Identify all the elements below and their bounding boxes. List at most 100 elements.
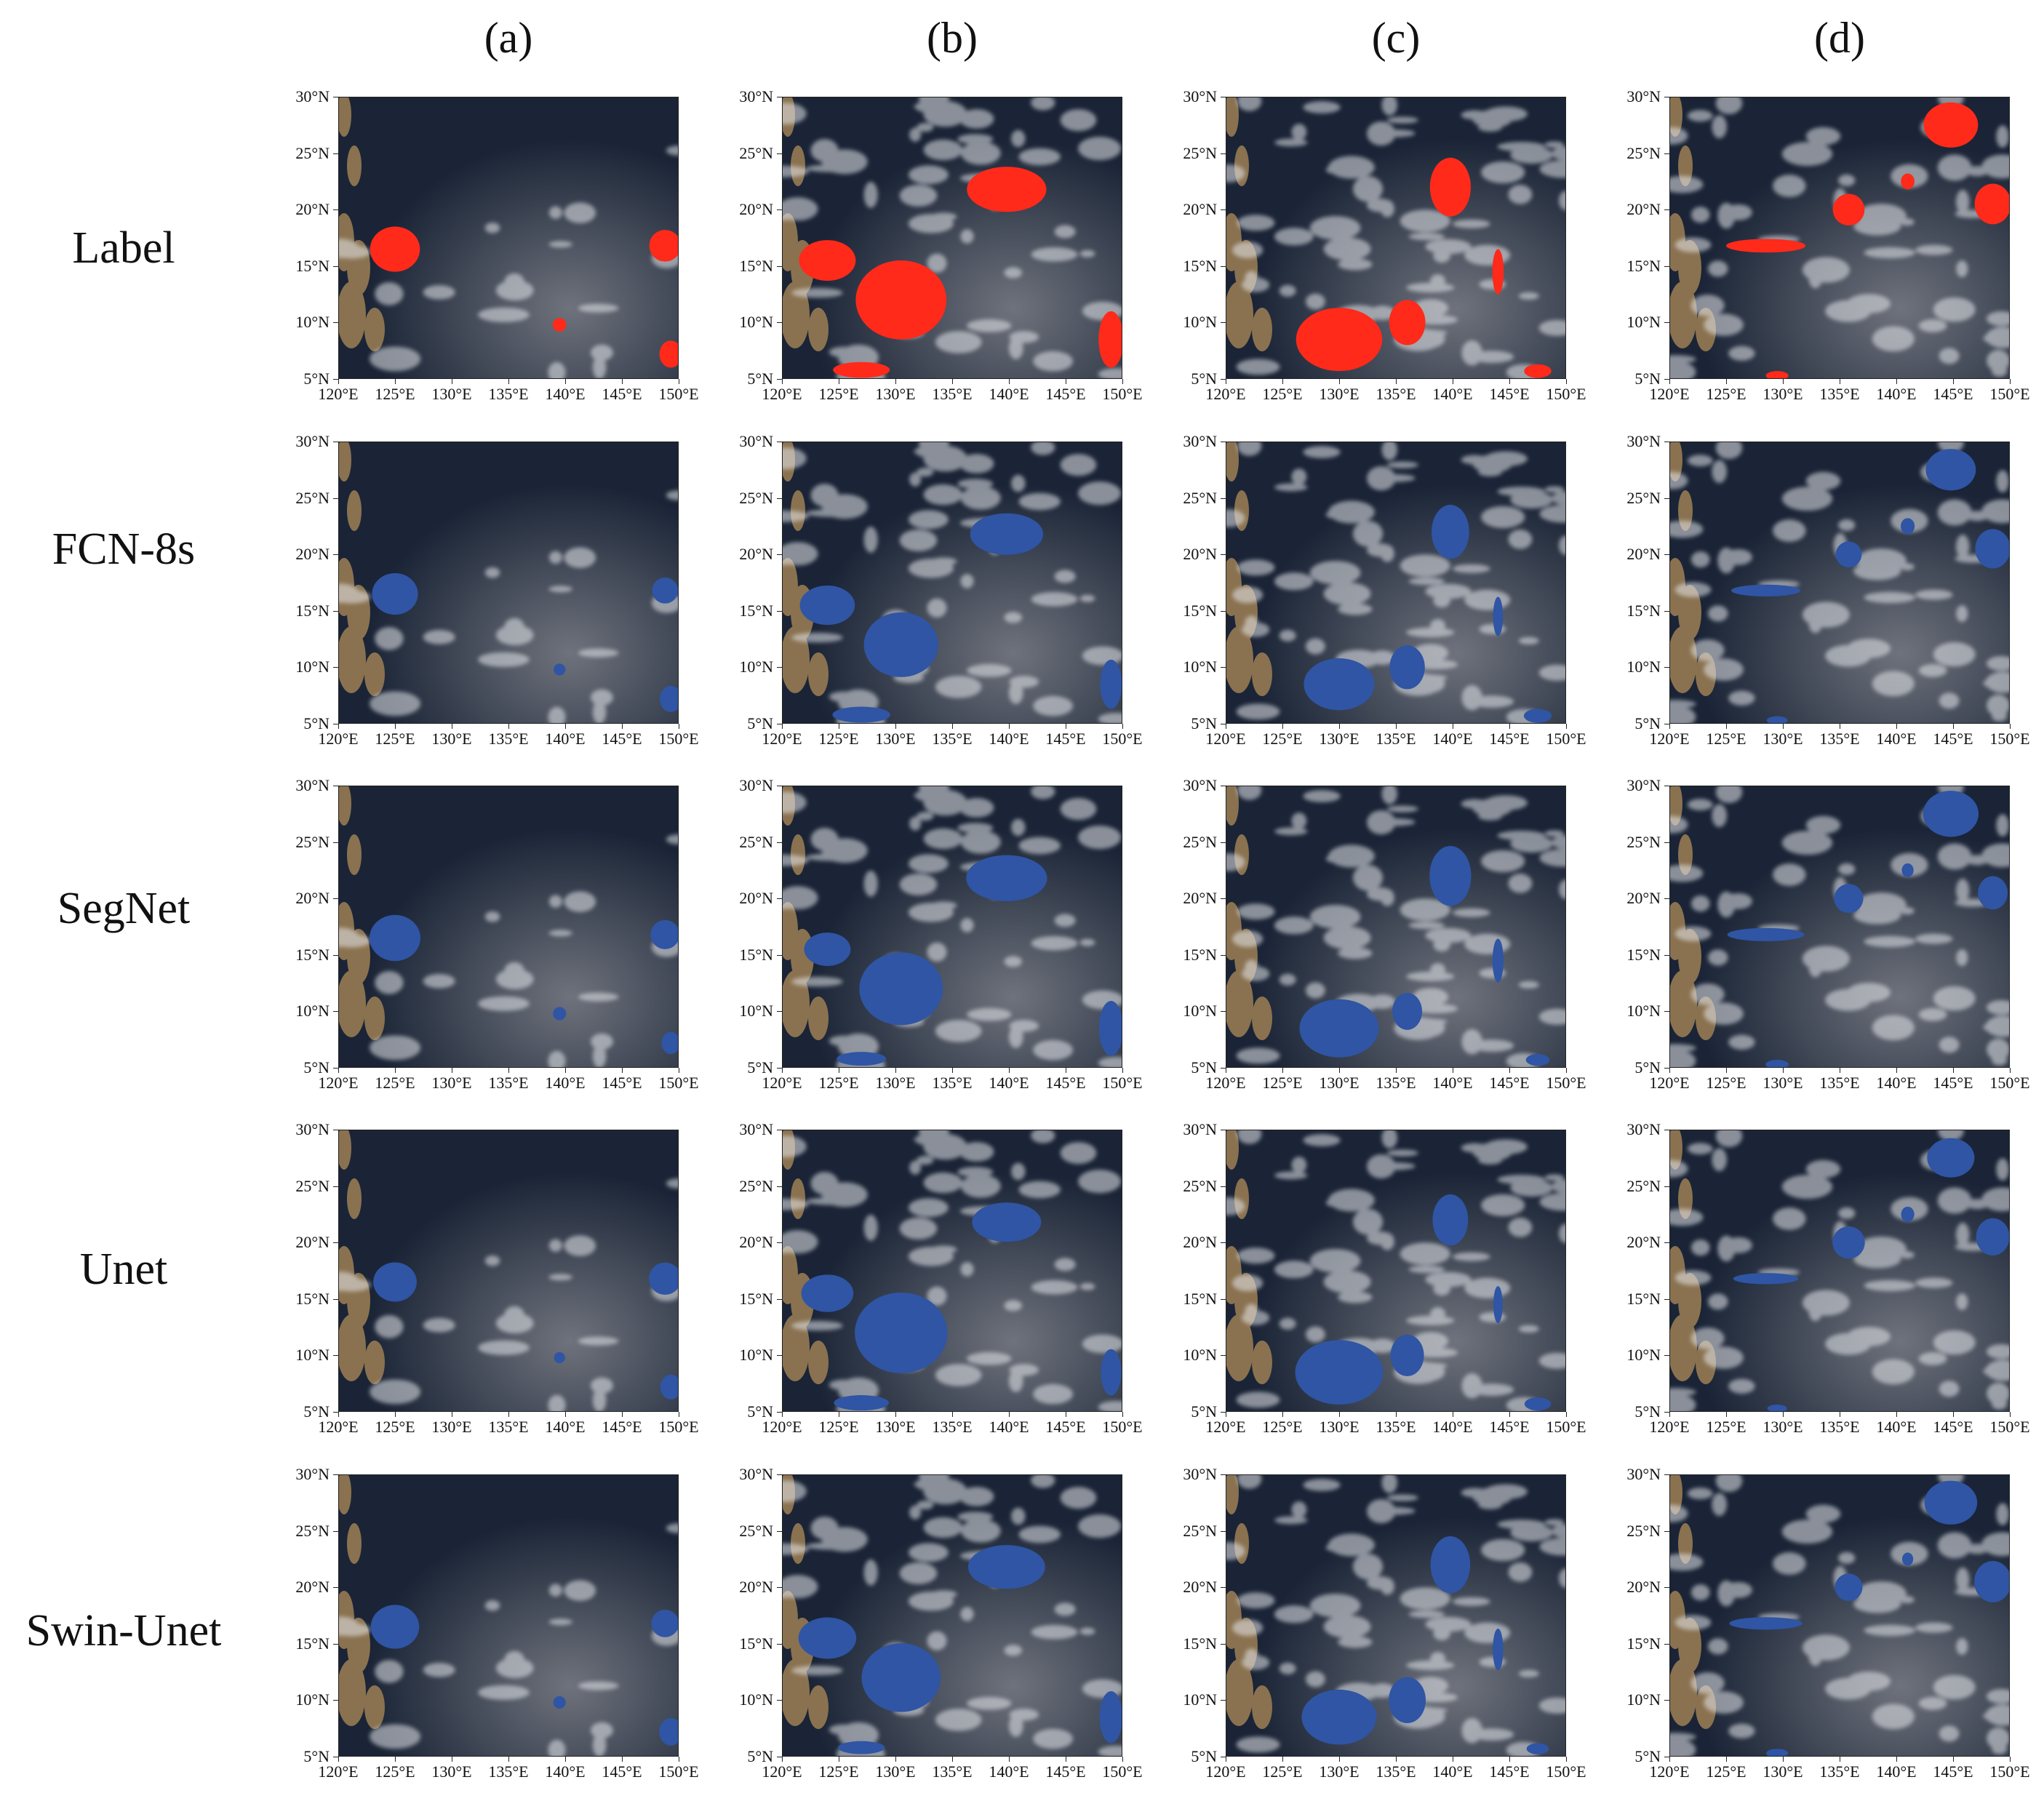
cloud	[1433, 938, 1450, 952]
lat-tick-label: 5°N	[303, 1402, 330, 1421]
lon-tick-mark	[622, 1757, 623, 1762]
cloud	[1352, 864, 1384, 891]
land-mass	[347, 1178, 362, 1219]
lon-tick-mark	[565, 379, 566, 384]
cloud	[423, 1318, 455, 1333]
lon-tick-mark	[1953, 724, 1954, 729]
cloud	[1408, 1266, 1445, 1274]
cloud	[370, 1724, 421, 1749]
land-mass	[1252, 308, 1272, 351]
satellite-panel	[1669, 442, 2010, 724]
land-mass	[338, 1474, 351, 1514]
cloud	[1400, 1242, 1450, 1266]
lon-tick-label: 120°E	[1649, 730, 1690, 748]
lon-tick-mark	[782, 1757, 783, 1762]
cloud	[1864, 247, 1916, 259]
cloud	[1226, 853, 1245, 871]
lon-tick-mark	[782, 1068, 783, 1073]
cloud	[1690, 895, 1710, 912]
cloud-layer	[1669, 1130, 2010, 1412]
lat-tick-mark	[1664, 898, 1669, 900]
panel-frame	[1226, 1130, 1566, 1412]
segmentation-mask	[1304, 505, 1552, 723]
cloud	[917, 1155, 934, 1165]
cloud	[1461, 340, 1482, 366]
land-mass	[1226, 1314, 1253, 1381]
cloud	[1328, 156, 1375, 179]
cloud	[1669, 361, 1696, 379]
lon-tick-mark	[1396, 1757, 1397, 1762]
lat-tick-label: 20°N	[1183, 200, 1217, 219]
lat-tick-label: 10°N	[1626, 1002, 1661, 1021]
lat-tick-mark	[1664, 322, 1669, 324]
cloud	[821, 838, 868, 863]
mask-region	[1974, 183, 2010, 225]
lat-tick-label: 30°N	[739, 1465, 773, 1483]
lon-tick-mark	[895, 379, 896, 384]
cloud-layer	[1669, 442, 2010, 724]
cloud	[909, 854, 949, 874]
lon-tick-mark	[338, 1412, 339, 1417]
cloud	[1669, 127, 1688, 145]
lon-tick-label: 145°E	[1489, 1418, 1530, 1436]
lon-tick-label: 130°E	[1762, 730, 1803, 748]
lon-tick-mark	[952, 1412, 953, 1417]
cloud	[478, 652, 530, 667]
mask-region	[1392, 992, 1423, 1030]
cloud	[909, 1543, 949, 1562]
lon-tick-mark	[1122, 1757, 1123, 1762]
lat-tick-mark	[333, 1643, 338, 1645]
lon-tick-mark	[1953, 1757, 1954, 1762]
lat-tick-label: 15°N	[1183, 601, 1217, 620]
lat-tick-label: 15°N	[295, 256, 330, 275]
lat-tick-mark	[1664, 1355, 1669, 1357]
cloud	[592, 700, 607, 724]
cloud	[578, 648, 619, 658]
lon-tick-label: 135°E	[932, 1074, 973, 1092]
cloud	[1983, 679, 1999, 687]
lat-tick-mark	[333, 898, 338, 900]
lat-tick-label: 15°N	[1183, 945, 1217, 964]
cloud	[1544, 830, 1565, 837]
cloud	[1323, 1270, 1371, 1293]
cloud	[1452, 1252, 1490, 1261]
cloud	[1011, 474, 1026, 492]
mask-region	[859, 952, 943, 1026]
cloud	[1508, 185, 1533, 204]
lon-tick-mark	[1726, 1068, 1727, 1073]
cloud	[1707, 1293, 1728, 1310]
lat-tick-mark	[333, 954, 338, 956]
lon-tick-mark	[895, 1068, 896, 1073]
cloud	[548, 1584, 562, 1597]
lon-tick-label: 135°E	[1819, 385, 1860, 403]
cloud	[375, 1660, 404, 1683]
cloud	[1669, 815, 1688, 834]
lon-tick-label: 140°E	[1432, 1074, 1473, 1092]
cloud	[1996, 125, 2009, 148]
lat-tick-mark	[1221, 1643, 1226, 1645]
lat-tick-label: 25°N	[1183, 143, 1217, 162]
lon-tick-mark	[1009, 724, 1010, 729]
cloud	[1079, 594, 1095, 602]
cloud	[1983, 334, 1999, 343]
cloud	[1060, 109, 1097, 132]
mask-region	[1390, 1334, 1424, 1376]
cloud	[1539, 1193, 1566, 1211]
lat-tick-label: 30°N	[295, 1120, 330, 1138]
cloud	[1328, 844, 1375, 868]
cloud	[423, 974, 455, 989]
lon-tick-label: 130°E	[875, 1418, 916, 1436]
cloud	[1274, 138, 1308, 147]
cloud	[1060, 798, 1097, 820]
cloud	[1933, 642, 1976, 667]
cloud	[592, 1733, 607, 1757]
lon-tick-label: 130°E	[1762, 1418, 1803, 1436]
lon-tick-mark	[1339, 1412, 1340, 1417]
cloud	[548, 551, 562, 564]
cloud	[1279, 629, 1296, 642]
cloud	[1060, 1142, 1097, 1165]
mask-region	[649, 230, 679, 262]
lat-tick-mark	[1221, 1530, 1226, 1532]
lat-tick-mark	[777, 1011, 782, 1013]
lon-tick-mark	[338, 1757, 339, 1762]
